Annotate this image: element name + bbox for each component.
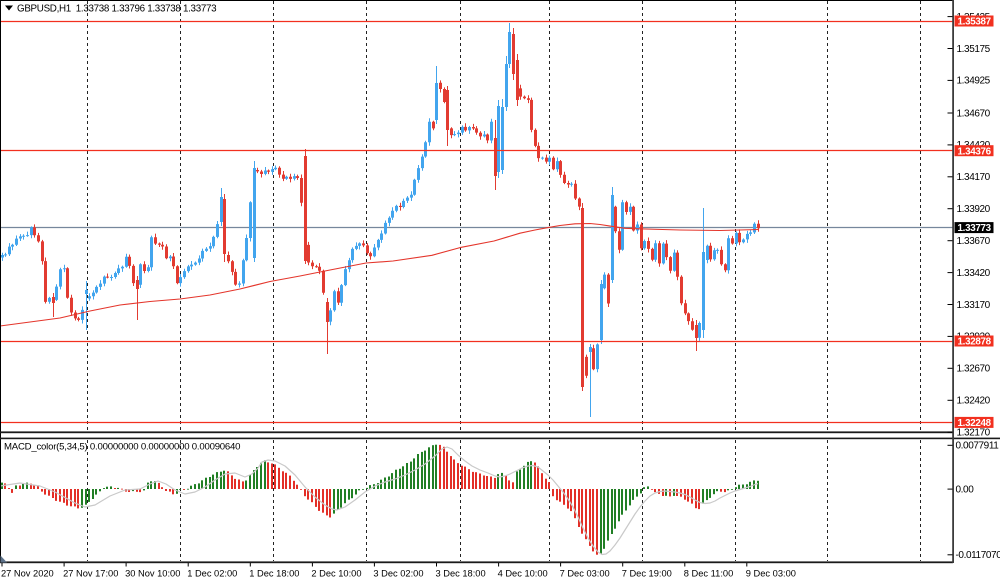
svg-text:4 Dec 10:00: 4 Dec 10:00 bbox=[498, 569, 548, 579]
svg-text:1.35175: 1.35175 bbox=[957, 44, 991, 55]
svg-text:GBPUSD,H1 1.33738 1.33796 1.3: GBPUSD,H1 1.33738 1.33796 1.33738 1.3377… bbox=[17, 4, 217, 15]
svg-text:1.32248: 1.32248 bbox=[958, 418, 992, 429]
svg-text:1.33920: 1.33920 bbox=[957, 204, 991, 215]
svg-text:7 Dec 19:00: 7 Dec 19:00 bbox=[622, 569, 672, 579]
svg-text:1.32170: 1.32170 bbox=[957, 428, 991, 439]
svg-text:0.0077911: 0.0077911 bbox=[956, 441, 1000, 452]
svg-text:1.34170: 1.34170 bbox=[957, 172, 991, 183]
svg-text:1.32670: 1.32670 bbox=[957, 364, 991, 375]
svg-text:2 Dec 10:00: 2 Dec 10:00 bbox=[311, 569, 361, 579]
svg-text:1 Dec 02:00: 1 Dec 02:00 bbox=[187, 569, 237, 579]
svg-text:1.33170: 1.33170 bbox=[957, 300, 991, 311]
svg-text:1.32420: 1.32420 bbox=[957, 396, 991, 407]
svg-text:30 Nov 10:00: 30 Nov 10:00 bbox=[125, 569, 180, 579]
svg-text:0.00: 0.00 bbox=[956, 484, 975, 495]
svg-text:27 Nov 2020: 27 Nov 2020 bbox=[1, 569, 54, 579]
svg-text:1.34670: 1.34670 bbox=[957, 108, 991, 119]
svg-text:1.34925: 1.34925 bbox=[957, 76, 991, 87]
svg-text:1.32878: 1.32878 bbox=[958, 337, 992, 348]
svg-text:8 Dec 11:00: 8 Dec 11:00 bbox=[684, 569, 733, 579]
svg-text:9 Dec 03:00: 9 Dec 03:00 bbox=[746, 569, 796, 579]
svg-text:1.33670: 1.33670 bbox=[957, 236, 991, 247]
svg-text:1 Dec 18:00: 1 Dec 18:00 bbox=[249, 569, 299, 579]
svg-text:7 Dec 03:00: 7 Dec 03:00 bbox=[560, 569, 610, 579]
svg-text:1.35387: 1.35387 bbox=[958, 17, 992, 28]
svg-text:MACD_color(5,34,5) 0.00000000: MACD_color(5,34,5) 0.00000000 0.00000000… bbox=[4, 442, 240, 453]
svg-text:1.33420: 1.33420 bbox=[957, 268, 991, 279]
svg-text:3 Dec 02:00: 3 Dec 02:00 bbox=[373, 569, 423, 579]
svg-text:1.34376: 1.34376 bbox=[958, 146, 992, 157]
svg-text:27 Nov 17:00: 27 Nov 17:00 bbox=[63, 569, 118, 579]
svg-text:1.33773: 1.33773 bbox=[958, 223, 992, 234]
svg-text:-0.0117070: -0.0117070 bbox=[956, 550, 1000, 561]
svg-text:3 Dec 18:00: 3 Dec 18:00 bbox=[436, 569, 486, 579]
